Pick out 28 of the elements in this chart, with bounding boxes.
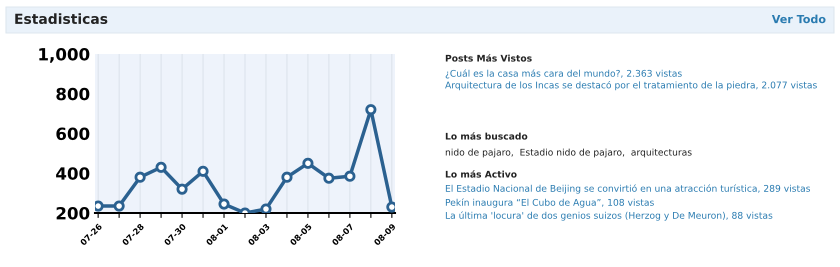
y-tick-label: 400	[56, 167, 90, 180]
text: La última 'locura' de dos genios suizos (Herzog y De Meuron), 88 vistas	[446, 211, 772, 221]
text: Arquitectura de los Incas se destacó por el tratamiento de la piedra, 2.077 vistas	[445, 81, 817, 90]
point	[344, 170, 356, 182]
text: Pekín inaugura “El Cubo de Agua”, 108 vistas	[446, 198, 654, 208]
text: Posts Más Vistos	[446, 54, 532, 62]
text: El Estadio Nacional de Beijing se convirtió en una atracción turística, 289 vistas	[446, 184, 810, 194]
point	[134, 172, 146, 183]
y-tick-label: 800	[56, 88, 90, 100]
chart-title: Estadisticas	[15, 13, 108, 24]
point	[365, 104, 376, 116]
text: Lo más buscado	[446, 132, 528, 140]
text: Ver Todo	[772, 14, 826, 24]
text: Lo más Activo	[446, 170, 517, 178]
text: ¿Cuál es la casa más cara del mundo?, 2.363 vistas	[446, 69, 682, 78]
y-tick-label: 200	[56, 206, 90, 220]
point	[323, 172, 334, 184]
point	[281, 172, 293, 183]
point	[176, 184, 188, 195]
y-tick-label: 1,000	[39, 48, 90, 63]
y-tick-label: 600	[56, 127, 90, 140]
text: nido de pajaro, Estadio nido de pajaro, arquitecturas	[446, 148, 692, 158]
point	[218, 198, 230, 210]
point	[156, 162, 167, 173]
point	[302, 158, 314, 169]
point	[260, 203, 272, 213]
point	[197, 166, 209, 177]
point	[114, 200, 125, 212]
